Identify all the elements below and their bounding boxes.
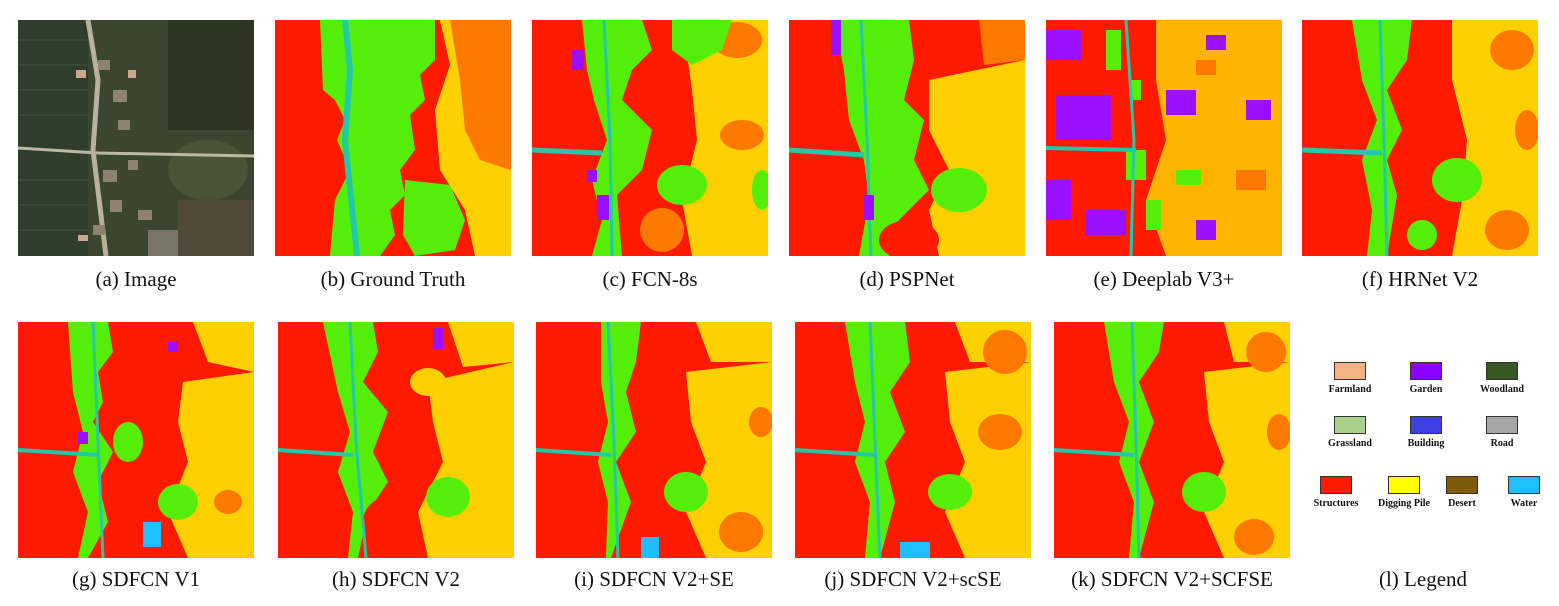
legend-label: Digging Pile xyxy=(1378,498,1430,509)
legend-item-desert: Desert xyxy=(1422,476,1502,509)
segmentation-map xyxy=(18,322,254,558)
legend-label: Building xyxy=(1407,438,1445,449)
segmentation-map xyxy=(532,20,768,256)
legend-item-road: Road xyxy=(1462,416,1542,449)
legend-swatch xyxy=(1410,416,1442,434)
panel-caption: (e) Deeplab V3+ xyxy=(1093,267,1235,291)
legend-swatch xyxy=(1446,476,1478,494)
panel-sdfcn-v2-se: (i) SDFCN V2+SE xyxy=(536,322,772,591)
panel-caption: (d) PSPNet xyxy=(859,267,955,291)
legend-label: Desert xyxy=(1448,498,1476,509)
panel-pspnet: (d) PSPNet xyxy=(789,20,1025,291)
panel-caption: (g) SDFCN V1 xyxy=(72,567,200,591)
panel-sdfcn-v2-scse: (j) SDFCN V2+scSE xyxy=(795,322,1031,591)
legend-label: Woodland xyxy=(1480,384,1524,395)
segmentation-map xyxy=(1302,20,1538,256)
legend-caption: (l) Legend xyxy=(1378,567,1468,591)
legend-label: Grassland xyxy=(1328,438,1372,449)
segmentation-map xyxy=(1054,322,1290,558)
legend-swatch xyxy=(1334,362,1366,380)
panel-image: (a) Image xyxy=(18,20,254,291)
legend: Farmland Garden Woodland Grassland Build… xyxy=(1300,320,1546,591)
legend-item-grassland: Grassland xyxy=(1310,416,1390,449)
legend-item-garden: Garden xyxy=(1386,362,1466,395)
legend-swatch xyxy=(1508,476,1540,494)
segmentation-map xyxy=(275,20,511,256)
panel-fcn8s: (c) FCN-8s xyxy=(532,20,768,291)
legend-swatch xyxy=(1320,476,1352,494)
panel-caption: (h) SDFCN V2 xyxy=(332,567,460,591)
aerial-image xyxy=(18,20,254,256)
panel-caption: (j) SDFCN V2+scSE xyxy=(824,567,1002,591)
legend-item-structures: Structures xyxy=(1296,476,1376,509)
legend-swatch xyxy=(1388,476,1420,494)
panel-caption: (c) FCN-8s xyxy=(602,267,698,291)
legend-swatch xyxy=(1410,362,1442,380)
legend-label: Farmland xyxy=(1328,384,1372,395)
panel-caption: (a) Image xyxy=(95,267,177,291)
legend-label: Structures xyxy=(1313,498,1359,509)
segmentation-map xyxy=(536,322,772,558)
legend-item-water: Water xyxy=(1484,476,1559,509)
segmentation-map xyxy=(1046,20,1282,256)
legend-item-farmland: Farmland xyxy=(1310,362,1390,395)
legend-item-building: Building xyxy=(1386,416,1466,449)
segmentation-map xyxy=(278,322,514,558)
legend-swatch xyxy=(1334,416,1366,434)
segmentation-map xyxy=(795,322,1031,558)
panel-hrnet: (f) HRNet V2 xyxy=(1302,20,1538,291)
panel-sdfcn-v1: (g) SDFCN V1 xyxy=(18,322,254,591)
segmentation-map xyxy=(789,20,1025,256)
legend-swatch xyxy=(1486,416,1518,434)
legend-label: Water xyxy=(1510,498,1538,509)
panel-ground-truth: (b) Ground Truth xyxy=(275,20,511,291)
legend-label: Garden xyxy=(1409,384,1443,395)
panel-caption: (i) SDFCN V2+SE xyxy=(574,567,734,591)
panel-sdfcn-v2: (h) SDFCN V2 xyxy=(278,322,514,591)
legend-item-digging-pile: Digging Pile xyxy=(1364,476,1444,509)
panel-caption: (b) Ground Truth xyxy=(320,267,466,291)
legend-item-woodland: Woodland xyxy=(1462,362,1542,395)
legend-label: Road xyxy=(1490,438,1514,449)
panel-caption: (k) SDFCN V2+SCFSE xyxy=(1071,567,1273,591)
panel-deeplab: (e) Deeplab V3+ xyxy=(1046,20,1282,291)
panel-caption: (f) HRNet V2 xyxy=(1361,267,1479,291)
panel-sdfcn-v2-scfse: (k) SDFCN V2+SCFSE xyxy=(1054,322,1290,591)
legend-swatch xyxy=(1486,362,1518,380)
